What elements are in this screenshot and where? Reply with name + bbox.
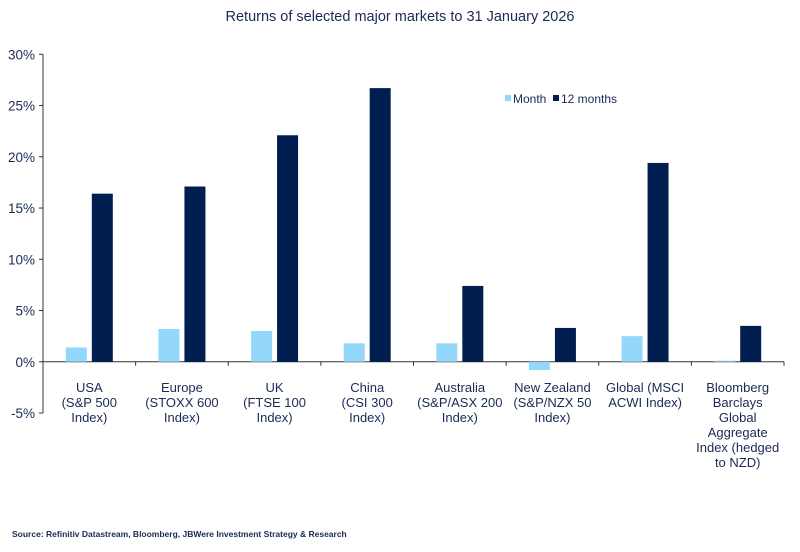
category-label-line: Index (hedged xyxy=(696,440,779,455)
category-label-line: Europe xyxy=(161,380,203,395)
y-tick-label: 25% xyxy=(8,99,35,114)
category-label-line: USA xyxy=(76,380,103,395)
bar-month xyxy=(436,343,458,362)
bar-12-months xyxy=(184,186,206,362)
bar-month xyxy=(528,361,550,370)
bar-12-months xyxy=(740,325,762,362)
category-label-line: (S&P/NZX 50 xyxy=(513,395,591,410)
y-tick-label: -5% xyxy=(11,406,35,421)
category-label: Australia (S&P/ASX 200 Index) xyxy=(417,380,502,425)
category-label-line: Index) xyxy=(164,410,200,425)
bar-month xyxy=(621,336,643,362)
category-label: Global (MSCI ACWI Index) xyxy=(606,380,684,410)
y-tick-label: 20% xyxy=(8,150,35,165)
bar-12-months xyxy=(554,327,576,362)
legend-swatch xyxy=(553,95,559,101)
bar-month xyxy=(714,360,736,362)
bar-month xyxy=(343,343,365,362)
legend-swatch xyxy=(505,95,511,101)
bar-12-months xyxy=(277,135,299,362)
category-label-line: (S&P 500 xyxy=(62,395,117,410)
category-label-line: Barclays xyxy=(713,395,763,410)
category-label: China (CSI 300 Index) xyxy=(342,380,393,425)
category-label-line: (S&P/ASX 200 xyxy=(417,395,502,410)
category-label: UK (FTSE 100 Index) xyxy=(243,380,306,425)
bar-12-months xyxy=(462,285,484,362)
legend-label: Month xyxy=(513,92,546,106)
bar-month xyxy=(158,328,180,362)
y-tick-label: 10% xyxy=(8,252,35,267)
category-label-line: Index) xyxy=(534,410,570,425)
bar-12-months xyxy=(91,193,113,362)
category-label-line: Index) xyxy=(256,410,292,425)
category-label-line: Index) xyxy=(349,410,385,425)
bar-12-months xyxy=(369,88,391,362)
category-label-line: (STOXX 600 xyxy=(145,395,218,410)
category-label-line: to NZD) xyxy=(715,455,761,470)
category-label-line: (CSI 300 xyxy=(342,395,393,410)
y-tick-label: 15% xyxy=(8,201,35,216)
legend-label: 12 months xyxy=(561,92,617,106)
bar-month xyxy=(65,347,87,362)
category-label-line: (FTSE 100 xyxy=(243,395,306,410)
category-label-line: UK xyxy=(266,380,284,395)
source-note: Source: Refinitiv Datastream, Bloomberg,… xyxy=(12,529,347,539)
chart-title: Returns of selected major markets to 31 … xyxy=(225,9,575,25)
category-label-line: Global (MSCI xyxy=(606,380,684,395)
category-label: USA (S&P 500 Index) xyxy=(62,380,117,425)
category-label: Bloomberg Barclays Global Aggregate Index (h… xyxy=(696,380,779,470)
category-label-line: Bloomberg xyxy=(706,380,769,395)
category-label-line: Index) xyxy=(442,410,478,425)
bar-month xyxy=(251,331,273,362)
category-label: Europe (STOXX 600 Index) xyxy=(145,380,218,425)
category-label-line: Aggregate xyxy=(708,425,768,440)
category-label-line: China xyxy=(350,380,385,395)
y-tick-label: 0% xyxy=(15,355,35,370)
category-label-line: Australia xyxy=(435,380,486,395)
category-label-line: ACWI Index) xyxy=(608,395,682,410)
bar-12-months xyxy=(647,162,669,362)
y-tick-label: 5% xyxy=(15,304,35,319)
y-tick-label: 30% xyxy=(8,47,35,62)
category-label-line: Index) xyxy=(71,410,107,425)
category-label-line: New Zealand xyxy=(514,380,591,395)
category-label: New Zealand (S&P/NZX 50 Index) xyxy=(513,380,591,425)
category-label-line: Global xyxy=(719,410,757,425)
